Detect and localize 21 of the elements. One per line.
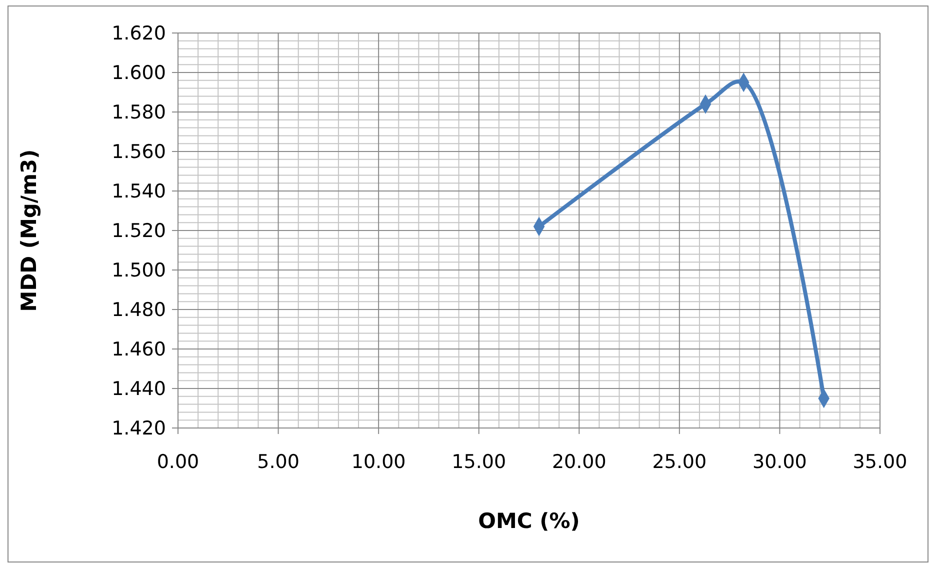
x-tick-label: 10.00 bbox=[351, 451, 406, 473]
y-tick-label: 1.620 bbox=[112, 22, 166, 45]
y-tick-label: 1.460 bbox=[112, 338, 166, 361]
x-axis-title: OMC (%) bbox=[478, 509, 580, 533]
x-tick-label: 30.00 bbox=[752, 451, 807, 473]
y-tick-label: 1.520 bbox=[112, 220, 166, 242]
y-tick-label: 1.580 bbox=[112, 102, 166, 124]
y-tick-label: 1.420 bbox=[112, 418, 166, 440]
x-tick-label: 20.00 bbox=[552, 451, 606, 473]
y-tick-label: 1.440 bbox=[112, 378, 166, 400]
x-tick-label: 35.00 bbox=[852, 451, 908, 473]
x-tick-label: 15.00 bbox=[452, 451, 506, 473]
y-tick-label: 1.560 bbox=[112, 141, 166, 164]
x-tick-label: 25.00 bbox=[652, 451, 707, 473]
x-tick-label: 5.00 bbox=[257, 451, 300, 473]
y-tick-label: 1.500 bbox=[112, 260, 166, 282]
y-tick-label: 1.480 bbox=[112, 299, 166, 322]
y-tick-label: 1.600 bbox=[112, 62, 166, 84]
y-axis-title: MDD (Mg/m3) bbox=[17, 149, 41, 312]
y-tick-label: 1.540 bbox=[112, 180, 166, 203]
x-tick-label: 0.00 bbox=[156, 451, 200, 473]
